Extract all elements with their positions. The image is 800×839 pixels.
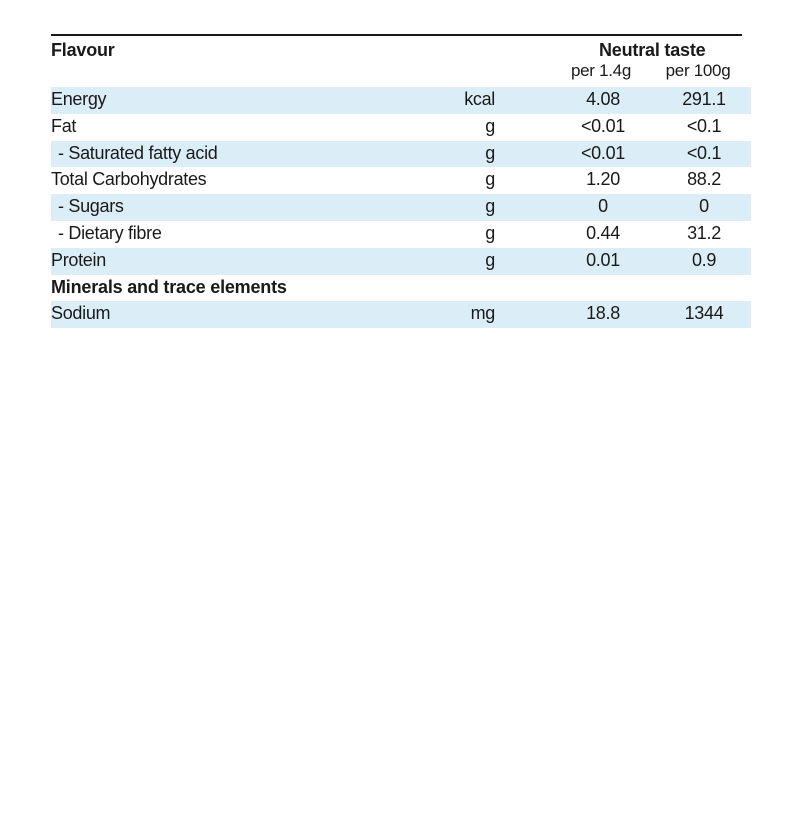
top-rule xyxy=(51,34,742,36)
row-label: - Sugars xyxy=(58,196,124,217)
row-value-per-serving: 0.01 xyxy=(586,249,620,270)
product-name: Neutral taste xyxy=(599,40,706,60)
row-unit: g xyxy=(485,142,495,163)
nutrition-table: Flavour Neutral taste per 1.4g per 100g … xyxy=(51,34,751,329)
table-row-fat: Fat g <0.01 <0.1 xyxy=(51,114,751,141)
row-value-per-serving: 0.44 xyxy=(586,222,620,243)
flavour-label: Flavour xyxy=(51,40,115,60)
row-label: - Dietary fibre xyxy=(58,222,162,243)
row-value-per-100g: 0 xyxy=(699,196,709,217)
section-title: Minerals and trace elements xyxy=(51,276,287,297)
row-value-per-serving: 1.20 xyxy=(586,169,620,190)
row-unit: g xyxy=(485,196,495,217)
table-row-total-carbohydrates: Total Carbohydrates g 1.20 88.2 xyxy=(51,167,751,194)
row-unit: mg xyxy=(470,303,496,324)
column-header-per-serving: per 1.4g xyxy=(571,61,631,80)
section-heading-minerals: Minerals and trace elements xyxy=(51,275,751,302)
row-unit: g xyxy=(485,222,495,243)
column-header-per-100g: per 100g xyxy=(665,61,731,80)
row-label: Total Carbohydrates xyxy=(51,169,207,190)
row-value-per-100g: 31.2 xyxy=(687,222,721,243)
row-value-per-100g: 0.9 xyxy=(691,249,717,270)
row-label: Energy xyxy=(51,89,107,109)
row-value-per-serving: 18.8 xyxy=(586,303,620,324)
row-value-per-100g: <0.1 xyxy=(686,115,722,136)
row-value-per-100g: 1344 xyxy=(684,303,724,324)
table-header: Flavour Neutral taste per 1.4g per 100g xyxy=(51,34,751,87)
table-row-protein: Protein g 0.01 0.9 xyxy=(51,247,751,275)
row-value-per-serving: 4.08 xyxy=(586,89,620,109)
row-value-per-100g: 291.1 xyxy=(682,89,726,109)
row-value-per-100g: 88.2 xyxy=(687,169,721,190)
row-label: - Saturated fatty acid xyxy=(58,142,218,163)
table-row-saturated-fatty-acid: - Saturated fatty acid g <0.01 <0.1 xyxy=(51,140,751,168)
row-value-per-serving: 0 xyxy=(598,196,608,217)
row-unit: g xyxy=(485,169,495,190)
row-unit: kcal xyxy=(464,89,495,109)
row-label: Protein xyxy=(51,249,106,270)
table-row-dietary-fibre: - Dietary fibre g 0.44 31.2 xyxy=(51,221,751,248)
row-value-per-serving: <0.01 xyxy=(580,115,626,136)
row-value-per-100g: <0.1 xyxy=(686,142,722,163)
table-row-sugars: - Sugars g 0 0 xyxy=(51,194,751,221)
row-label: Sodium xyxy=(51,303,111,324)
row-unit: g xyxy=(485,249,495,270)
row-label: Fat xyxy=(51,115,77,136)
table-row-energy: Energy kcal 4.08 291.1 xyxy=(51,87,751,114)
row-unit: g xyxy=(485,115,495,136)
table-row-sodium: Sodium mg 18.8 1344 xyxy=(51,301,751,329)
row-value-per-serving: <0.01 xyxy=(580,142,626,163)
